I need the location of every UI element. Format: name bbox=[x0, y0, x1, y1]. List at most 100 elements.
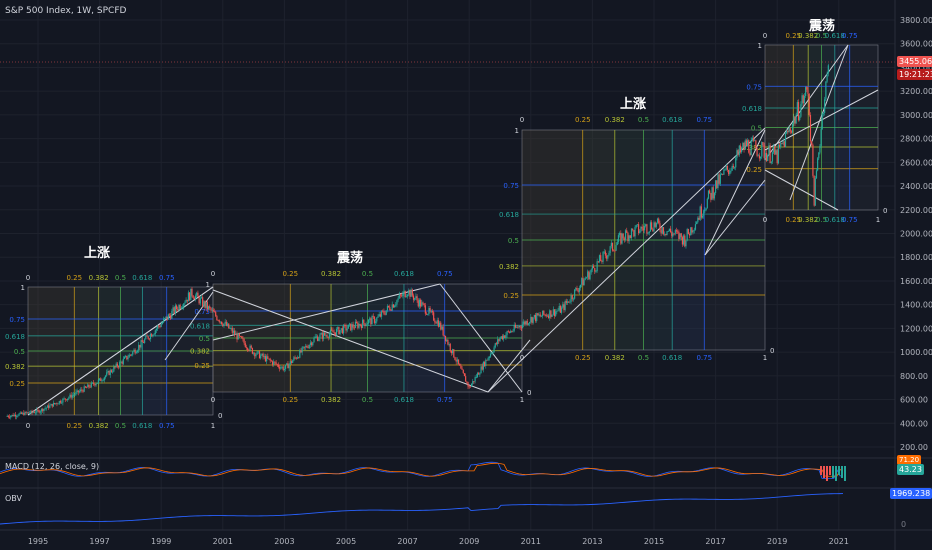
fib-level-label: 0.75 bbox=[746, 83, 762, 91]
trend-line[interactable] bbox=[212, 283, 441, 341]
candle-body bbox=[656, 218, 659, 223]
candle-body bbox=[78, 391, 81, 393]
candle-body bbox=[634, 227, 636, 237]
candle-body bbox=[254, 352, 256, 357]
trend-line[interactable] bbox=[764, 89, 879, 151]
price-axis[interactable]: 3800.00 3600.00 3400.00 3200.00 3000.00 2800.… bbox=[900, 16, 932, 452]
candle-body bbox=[146, 335, 148, 337]
fib-retracement-layer[interactable]: 0.250.250.250.3820.3820.3820.50.50.50.61… bbox=[5, 32, 888, 430]
candle-body bbox=[376, 317, 378, 322]
candle-body bbox=[298, 357, 300, 359]
candle-body bbox=[307, 347, 309, 349]
candle-body bbox=[701, 215, 704, 218]
candle-body bbox=[85, 387, 88, 389]
fib-box[interactable]: 0.250.250.250.3820.3820.3820.50.50.50.61… bbox=[5, 274, 223, 430]
candle-body bbox=[801, 95, 803, 105]
candle-body bbox=[16, 415, 18, 417]
candle-body bbox=[226, 323, 229, 326]
candle-body bbox=[379, 314, 381, 317]
candle-body bbox=[357, 322, 359, 328]
candle-body bbox=[104, 375, 107, 378]
candle-body bbox=[335, 329, 338, 336]
candle-body bbox=[783, 141, 785, 148]
candle-body bbox=[122, 358, 124, 364]
candle-body bbox=[741, 147, 743, 153]
candle-body bbox=[213, 311, 216, 313]
trend-line[interactable] bbox=[439, 283, 523, 393]
candle-body bbox=[442, 326, 444, 336]
candle-body bbox=[812, 144, 814, 176]
obv-label[interactable]: OBV bbox=[5, 494, 23, 503]
candle-body bbox=[8, 416, 11, 418]
candle-body bbox=[274, 361, 276, 363]
candle-body bbox=[733, 167, 736, 169]
fib-box[interactable]: 0.250.250.250.3820.3820.3820.50.50.50.61… bbox=[190, 270, 532, 404]
candle-body bbox=[161, 322, 163, 324]
candle-body bbox=[606, 255, 608, 259]
candle-body bbox=[39, 411, 41, 413]
candle-body bbox=[436, 320, 438, 324]
obv-value: 1969.238 bbox=[890, 488, 932, 499]
fib-time-label: 0.5 bbox=[115, 274, 126, 282]
trend-line[interactable] bbox=[704, 179, 766, 256]
candle-body bbox=[744, 140, 746, 150]
candle-body bbox=[251, 347, 254, 354]
candle-body bbox=[225, 321, 227, 326]
candle-body bbox=[427, 314, 429, 315]
candle-body bbox=[518, 325, 520, 328]
candle-body bbox=[262, 353, 264, 358]
candle-body bbox=[290, 361, 293, 363]
candle-body bbox=[792, 123, 794, 133]
candle-body bbox=[441, 326, 443, 330]
candle-body bbox=[316, 336, 319, 341]
time-tick-label: 2017 bbox=[705, 537, 725, 546]
candle-body bbox=[361, 319, 364, 328]
candle-body bbox=[542, 310, 544, 317]
fib-time-label: 0.75 bbox=[842, 216, 858, 224]
candle-body bbox=[266, 356, 268, 362]
candle-body bbox=[236, 333, 238, 340]
symbol-title[interactable]: S&P 500 Index, 1W, SPCFD bbox=[5, 6, 127, 16]
fib-time-label: 0.618 bbox=[825, 32, 845, 40]
current-price-tag: 3455.06 bbox=[897, 56, 932, 67]
candle-body bbox=[570, 295, 572, 302]
candle-body bbox=[32, 412, 34, 414]
trend-line[interactable] bbox=[764, 169, 839, 211]
candle-body bbox=[350, 323, 352, 331]
trend-line[interactable] bbox=[764, 44, 849, 161]
candle-body bbox=[600, 255, 602, 262]
trend-line[interactable] bbox=[27, 286, 214, 416]
trend-line-layer[interactable] bbox=[27, 44, 879, 416]
macd-label[interactable]: MACD (12, 26, close, 9) bbox=[5, 462, 100, 471]
candle-body bbox=[348, 323, 351, 325]
candle-body bbox=[724, 169, 726, 171]
candle-body bbox=[645, 224, 647, 227]
candle-body bbox=[797, 102, 800, 121]
fib-time-label: 0.5 bbox=[362, 270, 373, 278]
candle-body bbox=[492, 352, 494, 354]
fib-time-label: 0.25 bbox=[785, 216, 801, 224]
trend-line[interactable] bbox=[789, 44, 849, 201]
candle-body bbox=[171, 311, 173, 319]
candle-body bbox=[283, 368, 285, 371]
time-axis[interactable]: 1995 1997 1999 2001 2003 2005 2007 2009 2011 2013… bbox=[28, 537, 849, 546]
candle-body bbox=[803, 95, 806, 104]
fib-level-label: 0.618 bbox=[190, 322, 210, 330]
candle-body bbox=[295, 357, 297, 359]
trend-line[interactable] bbox=[487, 127, 766, 393]
candle-body bbox=[284, 364, 287, 369]
fib-corner-label: 0 bbox=[763, 216, 767, 224]
fib-time-label: 0.25 bbox=[282, 270, 298, 278]
fib-box[interactable]: 0.250.250.250.3820.3820.3820.50.50.50.61… bbox=[499, 116, 775, 362]
candle-body bbox=[324, 332, 326, 336]
fib-time-label: 0.75 bbox=[437, 396, 453, 404]
trend-line[interactable] bbox=[487, 339, 531, 393]
fib-box[interactable]: 0.250.250.250.3820.3820.3820.50.50.50.61… bbox=[742, 32, 888, 224]
price-tick-label: 2200.00 bbox=[900, 206, 932, 215]
candle-body bbox=[641, 226, 643, 229]
trend-line[interactable] bbox=[212, 289, 489, 393]
candle-body bbox=[311, 342, 313, 346]
trend-line[interactable] bbox=[704, 129, 766, 256]
candle-body bbox=[209, 306, 211, 308]
